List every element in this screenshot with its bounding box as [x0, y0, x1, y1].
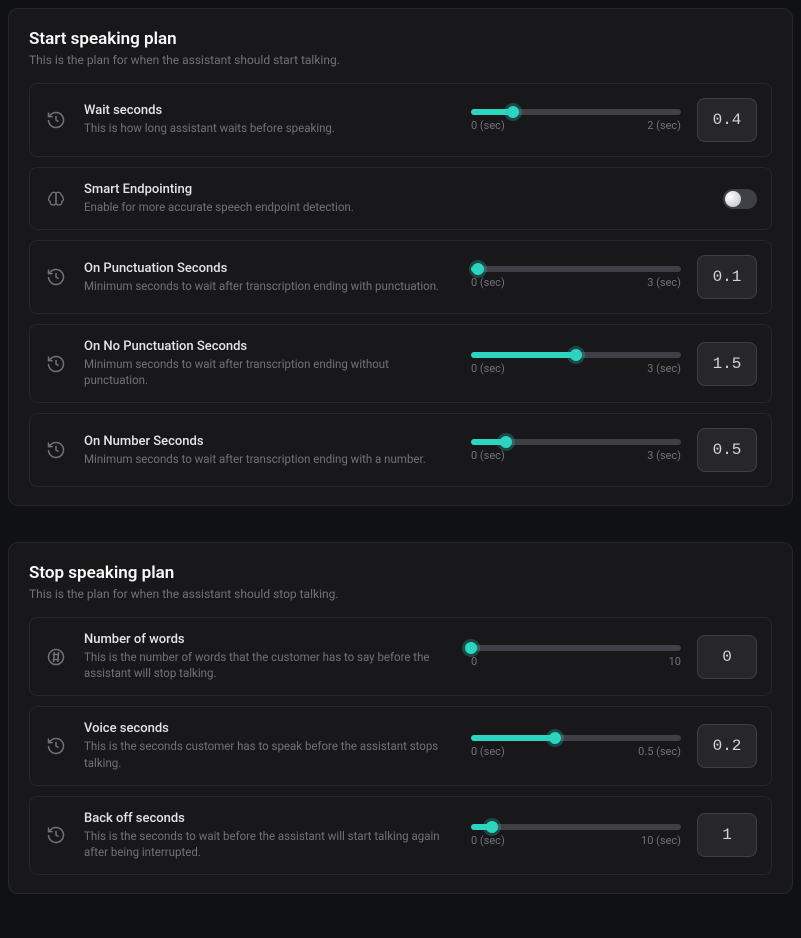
on-punctuation-slider[interactable]: 0 (sec) 3 (sec) — [471, 266, 681, 289]
row-label: On No Punctuation Seconds — [84, 339, 455, 354]
smart-endpointing-toggle[interactable] — [723, 189, 757, 209]
panel-title: Start speaking plan — [29, 29, 772, 49]
slider-min-label: 0 — [471, 655, 477, 668]
row-desc: Enable for more accurate speech endpoint… — [84, 199, 707, 215]
on-number-slider[interactable]: 0 (sec) 3 (sec) — [471, 439, 681, 462]
slider-min-label: 0 (sec) — [471, 276, 505, 289]
slider-max-label: 3 (sec) — [647, 362, 681, 375]
row-desc: Minimum seconds to wait after transcript… — [84, 278, 455, 294]
history-clock-icon — [44, 352, 68, 376]
brain-icon — [44, 187, 68, 211]
on-punctuation-value[interactable]: 0.1 — [697, 255, 757, 299]
slider-min-label: 0 (sec) — [471, 834, 505, 847]
slider-min-label: 0 (sec) — [471, 119, 505, 132]
slider-max-label: 2 (sec) — [647, 119, 681, 132]
back-off-seconds-row: Back off seconds This is the seconds to … — [29, 796, 772, 875]
history-clock-icon — [44, 734, 68, 758]
row-desc: This is the number of words that the cus… — [84, 649, 455, 681]
on-no-punctuation-row: On No Punctuation Seconds Minimum second… — [29, 324, 772, 403]
on-number-value[interactable]: 0.5 — [697, 428, 757, 472]
row-text: Back off seconds This is the seconds to … — [84, 811, 455, 860]
voice-seconds-row: Voice seconds This is the seconds custom… — [29, 706, 772, 785]
hash-icon — [44, 645, 68, 669]
row-text: Smart Endpointing Enable for more accura… — [84, 182, 707, 215]
panel-subtitle: This is the plan for when the assistant … — [29, 587, 772, 601]
slider-max-label: 10 — [669, 655, 681, 668]
slider-max-label: 3 (sec) — [647, 449, 681, 462]
row-label: Back off seconds — [84, 811, 455, 826]
back-off-seconds-slider[interactable]: 0 (sec) 10 (sec) — [471, 824, 681, 847]
row-label: Wait seconds — [84, 103, 455, 118]
panel-title: Stop speaking plan — [29, 563, 772, 583]
wait-seconds-row: Wait seconds This is how long assistant … — [29, 83, 772, 157]
row-label: On Punctuation Seconds — [84, 261, 455, 276]
row-desc: Minimum seconds to wait after transcript… — [84, 356, 455, 388]
row-desc: This is the seconds customer has to spea… — [84, 738, 455, 770]
start-speaking-panel: Start speaking plan This is the plan for… — [8, 8, 793, 506]
slider-max-label: 3 (sec) — [647, 276, 681, 289]
on-punctuation-row: On Punctuation Seconds Minimum seconds t… — [29, 240, 772, 314]
slider-min-label: 0 (sec) — [471, 362, 505, 375]
back-off-seconds-value[interactable]: 1 — [697, 813, 757, 857]
row-label: On Number Seconds — [84, 434, 455, 449]
row-text: On No Punctuation Seconds Minimum second… — [84, 339, 455, 388]
history-clock-icon — [44, 265, 68, 289]
panel-subtitle: This is the plan for when the assistant … — [29, 53, 772, 67]
row-desc: Minimum seconds to wait after transcript… — [84, 451, 455, 467]
voice-seconds-value[interactable]: 0.2 — [697, 724, 757, 768]
history-clock-icon — [44, 823, 68, 847]
stop-speaking-panel: Stop speaking plan This is the plan for … — [8, 542, 793, 894]
voice-seconds-slider[interactable]: 0 (sec) 0.5 (sec) — [471, 735, 681, 758]
row-desc: This is the seconds to wait before the a… — [84, 828, 455, 860]
number-of-words-value[interactable]: 0 — [697, 635, 757, 679]
on-number-row: On Number Seconds Minimum seconds to wai… — [29, 413, 772, 487]
smart-endpointing-row: Smart Endpointing Enable for more accura… — [29, 167, 772, 230]
row-text: Voice seconds This is the seconds custom… — [84, 721, 455, 770]
row-text: Wait seconds This is how long assistant … — [84, 103, 455, 136]
number-of-words-slider[interactable]: 0 10 — [471, 645, 681, 668]
row-label: Number of words — [84, 632, 455, 647]
on-no-punctuation-value[interactable]: 1.5 — [697, 342, 757, 386]
row-desc: This is how long assistant waits before … — [84, 120, 455, 136]
slider-min-label: 0 (sec) — [471, 449, 505, 462]
slider-min-label: 0 (sec) — [471, 745, 505, 758]
number-of-words-row: Number of words This is the number of wo… — [29, 617, 772, 696]
on-no-punctuation-slider[interactable]: 0 (sec) 3 (sec) — [471, 352, 681, 375]
row-text: On Punctuation Seconds Minimum seconds t… — [84, 261, 455, 294]
wait-seconds-value[interactable]: 0.4 — [697, 98, 757, 142]
wait-seconds-slider[interactable]: 0 (sec) 2 (sec) — [471, 109, 681, 132]
row-label: Smart Endpointing — [84, 182, 707, 197]
history-clock-icon — [44, 438, 68, 462]
row-text: On Number Seconds Minimum seconds to wai… — [84, 434, 455, 467]
history-clock-icon — [44, 108, 68, 132]
row-text: Number of words This is the number of wo… — [84, 632, 455, 681]
slider-max-label: 0.5 (sec) — [638, 745, 681, 758]
row-label: Voice seconds — [84, 721, 455, 736]
slider-max-label: 10 (sec) — [641, 834, 681, 847]
